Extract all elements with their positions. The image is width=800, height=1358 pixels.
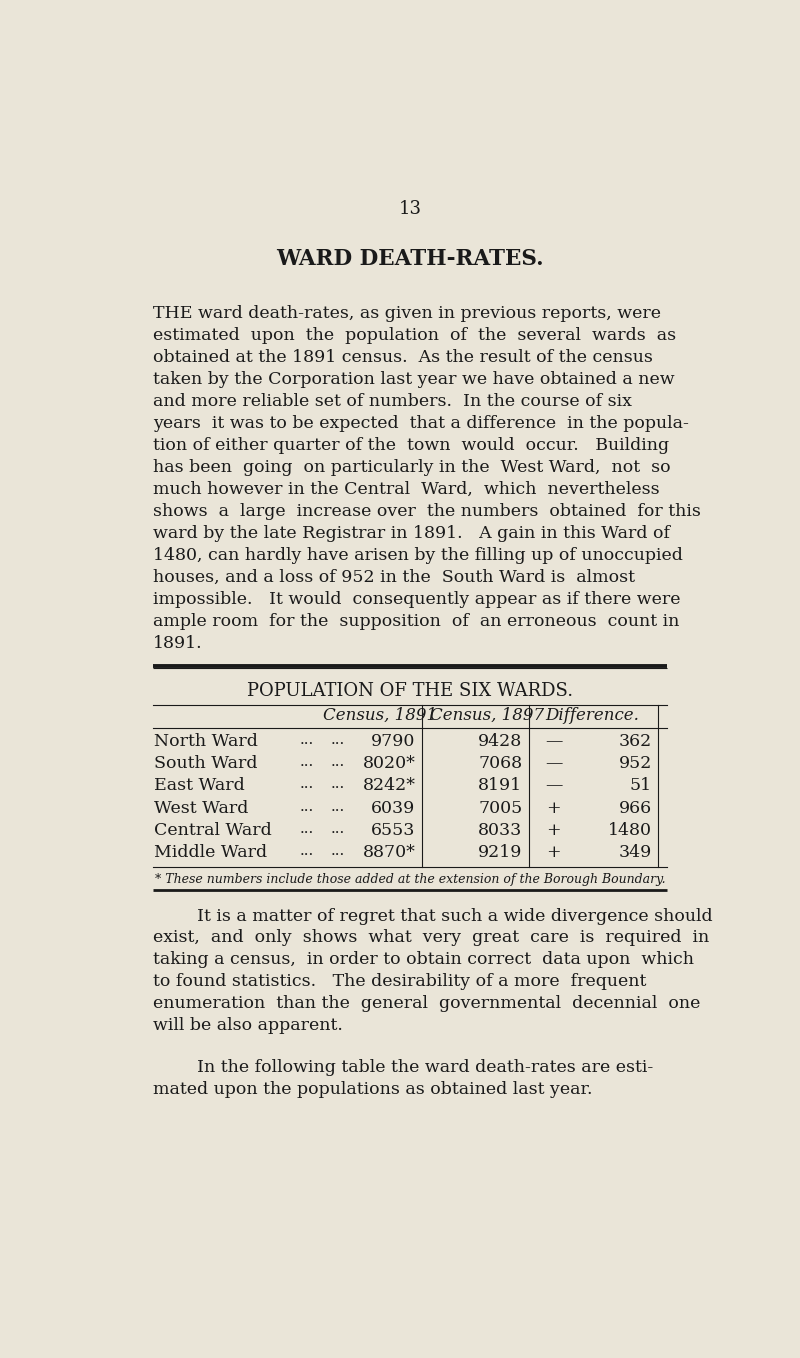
Text: 8191: 8191 xyxy=(478,777,522,794)
Text: houses, and a loss of 952 in the  South Ward is  almost: houses, and a loss of 952 in the South W… xyxy=(153,569,634,585)
Text: estimated  upon  the  population  of  the  several  wards  as: estimated upon the population of the sev… xyxy=(153,327,676,345)
Text: ...: ... xyxy=(331,733,346,747)
Text: 8242*: 8242* xyxy=(362,777,415,794)
Text: 6553: 6553 xyxy=(371,822,415,839)
Text: 1891.: 1891. xyxy=(153,634,202,652)
Text: 9219: 9219 xyxy=(478,845,522,861)
Text: ...: ... xyxy=(331,755,346,769)
Text: West Ward: West Ward xyxy=(154,800,249,816)
Text: 966: 966 xyxy=(618,800,652,816)
Text: 1480: 1480 xyxy=(608,822,652,839)
Text: years  it was to be expected  that a difference  in the popula-: years it was to be expected that a diffe… xyxy=(153,416,689,432)
Text: ample room  for the  supposition  of  an erroneous  count in: ample room for the supposition of an err… xyxy=(153,612,679,630)
Text: +: + xyxy=(546,800,560,816)
Text: 51: 51 xyxy=(630,777,652,794)
Text: will be also apparent.: will be also apparent. xyxy=(153,1017,342,1035)
Text: ...: ... xyxy=(331,845,346,858)
Text: 9790: 9790 xyxy=(371,733,415,750)
Text: 8870*: 8870* xyxy=(362,845,415,861)
Text: Difference.: Difference. xyxy=(545,706,639,724)
Text: 8033: 8033 xyxy=(478,822,522,839)
Text: —: — xyxy=(546,777,563,794)
Text: to found statistics.   The desirability of a more  frequent: to found statistics. The desirability of… xyxy=(153,974,646,990)
Text: taken by the Corporation last year we have obtained a new: taken by the Corporation last year we ha… xyxy=(153,371,674,388)
Text: 13: 13 xyxy=(398,200,422,217)
Text: ...: ... xyxy=(331,777,346,792)
Text: ...: ... xyxy=(300,777,314,792)
Text: mated upon the populations as obtained last year.: mated upon the populations as obtained l… xyxy=(153,1081,592,1099)
Text: Census, 1897: Census, 1897 xyxy=(430,706,545,724)
Text: 7005: 7005 xyxy=(478,800,522,816)
Text: shows  a  large  increase over  the numbers  obtained  for this: shows a large increase over the numbers … xyxy=(153,502,701,520)
Text: taking a census,  in order to obtain correct  data upon  which: taking a census, in order to obtain corr… xyxy=(153,952,694,968)
Text: East Ward: East Ward xyxy=(154,777,245,794)
Text: ward by the late Registrar in 1891.   A gain in this Ward of: ward by the late Registrar in 1891. A ga… xyxy=(153,524,670,542)
Text: +: + xyxy=(546,822,560,839)
Text: ...: ... xyxy=(300,845,314,858)
Text: It is a matter of regret that such a wide divergence should: It is a matter of regret that such a wid… xyxy=(153,907,712,925)
Text: 1480, can hardly have arisen by the filling up of unoccupied: 1480, can hardly have arisen by the fill… xyxy=(153,547,682,564)
Text: ...: ... xyxy=(300,800,314,813)
Text: ...: ... xyxy=(331,800,346,813)
Text: ...: ... xyxy=(300,822,314,837)
Text: WARD DEATH-RATES.: WARD DEATH-RATES. xyxy=(276,247,544,270)
Text: enumeration  than the  general  governmental  decennial  one: enumeration than the general governmenta… xyxy=(153,995,700,1012)
Text: Middle Ward: Middle Ward xyxy=(154,845,267,861)
Text: North Ward: North Ward xyxy=(154,733,258,750)
Text: has been  going  on particularly in the  West Ward,  not  so: has been going on particularly in the We… xyxy=(153,459,670,477)
Text: impossible.   It would  consequently appear as if there were: impossible. It would consequently appear… xyxy=(153,591,680,607)
Text: THE ward death-rates, as given in previous reports, were: THE ward death-rates, as given in previo… xyxy=(153,306,661,322)
Text: exist,  and  only  shows  what  very  great  care  is  required  in: exist, and only shows what very great ca… xyxy=(153,929,709,947)
Text: ...: ... xyxy=(300,755,314,769)
Text: ...: ... xyxy=(331,822,346,837)
Text: ...: ... xyxy=(300,733,314,747)
Text: —: — xyxy=(546,755,563,773)
Text: 6039: 6039 xyxy=(371,800,415,816)
Text: tion of either quarter of the  town  would  occur.   Building: tion of either quarter of the town would… xyxy=(153,437,669,454)
Text: Census, 1891: Census, 1891 xyxy=(323,706,438,724)
Text: POPULATION OF THE SIX WARDS.: POPULATION OF THE SIX WARDS. xyxy=(247,682,573,699)
Text: 952: 952 xyxy=(618,755,652,773)
Text: —: — xyxy=(546,733,563,750)
Text: +: + xyxy=(546,845,560,861)
Text: 8020*: 8020* xyxy=(362,755,415,773)
Text: In the following table the ward death-rates are esti-: In the following table the ward death-ra… xyxy=(153,1059,653,1077)
Text: * These numbers include those added at the extension of the Borough Boundary.: * These numbers include those added at t… xyxy=(154,873,666,885)
Text: 7068: 7068 xyxy=(478,755,522,773)
Text: 362: 362 xyxy=(618,733,652,750)
Text: much however in the Central  Ward,  which  nevertheless: much however in the Central Ward, which … xyxy=(153,481,659,498)
Text: 349: 349 xyxy=(618,845,652,861)
Text: obtained at the 1891 census.  As the result of the census: obtained at the 1891 census. As the resu… xyxy=(153,349,653,367)
Text: 9428: 9428 xyxy=(478,733,522,750)
Text: Central Ward: Central Ward xyxy=(154,822,272,839)
Text: and more reliable set of numbers.  In the course of six: and more reliable set of numbers. In the… xyxy=(153,394,631,410)
Text: South Ward: South Ward xyxy=(154,755,258,773)
